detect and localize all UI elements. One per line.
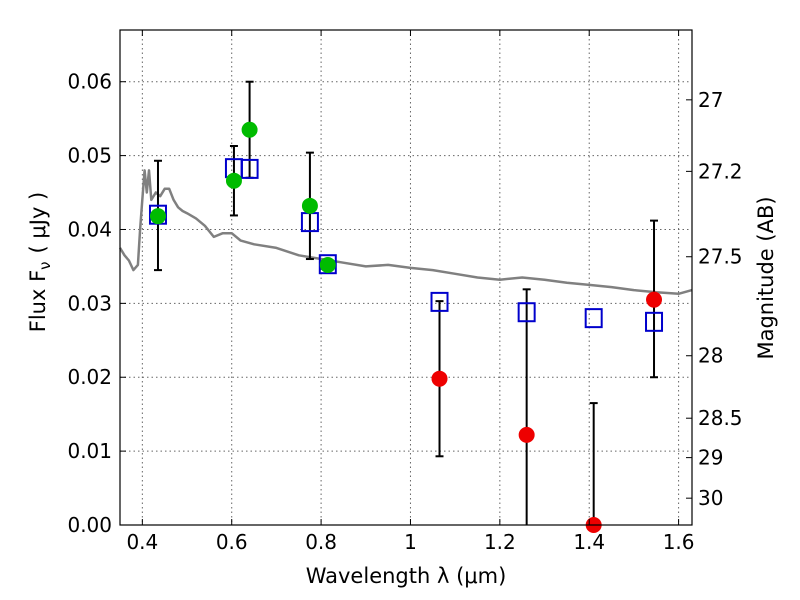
model-flux-square [645,311,664,332]
y-tick-label: 0.02 [67,365,112,389]
right-axis-tick-label: 27 [698,88,723,112]
observed-flux-point [225,172,242,189]
right-axis-tick-label: 30 [698,486,723,510]
y-axis-label-text: Flux F [26,270,50,332]
model-flux-square [430,291,449,312]
x-tick-label: 0.6 [216,530,248,554]
right-axis-tick-label: 27.2 [698,159,743,183]
y-axis-label: Flux Fν ( μJy ) [26,192,54,333]
x-tick-label: 1.6 [663,530,695,554]
y-tick-label: 0.04 [67,217,112,241]
axis-ticks: 0.4 0.6 0.8 1 1.2 1.4 1.6 0.00 0.01 0.02 0.03 0.04 0… [67,30,743,554]
observed-flux-point [149,208,166,225]
plot-frame [119,29,693,526]
observed-flux-point [518,426,535,443]
observed-flux-point [431,370,448,387]
right-axis-tick-label: 29 [698,446,723,470]
x-tick-label: 0.8 [305,530,337,554]
model-spectrum [118,169,693,296]
observed-flux-point [241,121,258,138]
y-axis-label-unit: ( μJy ) [26,192,50,254]
right-axis-tick-label: 28 [698,344,723,368]
y-tick-label: 0.06 [67,70,112,94]
x-tick-label: 0.4 [126,530,158,554]
model-flux-square [584,308,603,329]
error-bars [153,80,659,525]
y-tick-label: 0.01 [67,439,112,463]
model-flux-square [240,158,259,179]
y-tick-label: 0.00 [67,513,112,537]
x-tick-label: 1 [404,530,417,554]
x-axis-label: Wavelength λ (μm) [306,564,507,588]
model-flux-square [517,302,536,323]
right-axis-label: Magnitude (AB) [754,196,778,359]
x-tick-label: 1.2 [484,530,516,554]
right-axis-tick-label: 27.5 [698,245,743,269]
grid-lines [120,30,692,525]
x-tick-label: 1.4 [573,530,605,554]
model-spectrum-line [118,169,693,296]
y-axis-label-subscript: ν [36,261,54,269]
y-tick-label: 0.03 [67,291,112,315]
model-flux-square [318,254,337,275]
model-band-fluxes [148,158,664,332]
observed-flux-point [301,197,318,214]
y-tick-label: 0.05 [67,144,112,168]
observed-flux-point [646,291,663,308]
observed-flux-point [319,256,336,273]
right-axis-tick-label: 28.5 [698,406,743,430]
